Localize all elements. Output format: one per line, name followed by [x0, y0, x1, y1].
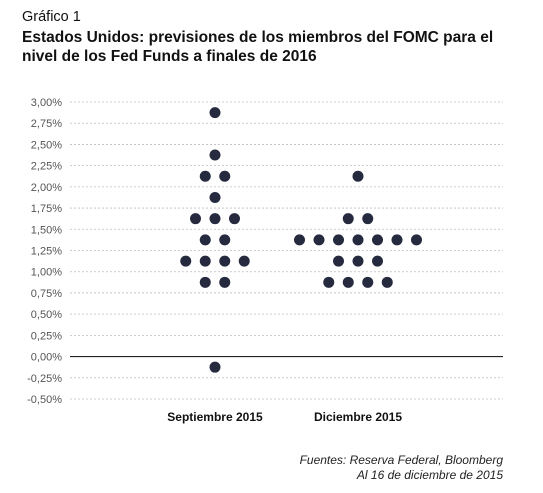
data-point: [352, 170, 364, 182]
y-tick-label: 2,50%: [31, 139, 62, 151]
x-category-label: Diciembre 2015: [314, 410, 402, 424]
y-tick-label: 0,75%: [31, 288, 62, 300]
data-point: [199, 276, 211, 288]
data-point: [342, 276, 354, 288]
data-point: [352, 255, 364, 267]
data-point: [199, 234, 211, 246]
y-tick-label: 1,50%: [31, 224, 62, 236]
data-point: [372, 255, 383, 267]
data-point: [209, 213, 221, 225]
y-tick-label: 1,75%: [31, 203, 62, 215]
data-point: [323, 276, 335, 288]
y-tick-label: 0,00%: [31, 352, 62, 364]
data-point: [209, 149, 221, 161]
y-tick-label: 0,50%: [31, 309, 62, 321]
data-point: [372, 234, 383, 246]
y-tick-label: 1,00%: [31, 267, 62, 279]
y-tick-label: 0,25%: [31, 330, 62, 342]
data-point: [352, 234, 364, 246]
y-tick-label: -0,25%: [27, 373, 62, 385]
data-point: [333, 255, 344, 267]
x-axis-category-labels: Septiembre 2015 Diciembre 2015: [167, 410, 402, 424]
data-point: [209, 107, 221, 119]
data-point: [199, 170, 211, 182]
data-point: [381, 276, 393, 288]
data-point: [229, 213, 240, 225]
data-point: [362, 213, 374, 225]
data-point: [219, 234, 231, 246]
date-line: Al 16 de diciembre de 2015: [356, 468, 503, 482]
y-axis-tick-labels: 3,00% 2,75% 2,50% 2,25% 2,00% 1,75% 1,50% 1,25%…: [27, 97, 62, 406]
data-point: [180, 255, 192, 267]
data-point: [313, 234, 325, 246]
grid-lines: [70, 101, 503, 400]
data-point: [333, 234, 344, 246]
y-tick-label: 1,25%: [31, 246, 62, 258]
data-point: [219, 276, 231, 288]
y-tick-label: 2,75%: [31, 118, 62, 130]
y-tick-label: -0,50%: [27, 394, 62, 406]
dots: [180, 107, 422, 373]
data-point: [209, 191, 221, 203]
data-point: [199, 255, 211, 267]
data-point: [411, 234, 422, 246]
data-point: [342, 213, 354, 225]
data-point: [362, 276, 374, 288]
figure-label: Gráfico 1: [22, 9, 81, 25]
data-point: [190, 213, 201, 225]
data-point: [238, 255, 250, 267]
data-point: [294, 234, 305, 246]
x-category-label: Septiembre 2015: [167, 410, 263, 424]
source-line: Fuentes: Reserva Federal, Bloomberg: [299, 453, 503, 467]
data-point: [219, 255, 231, 267]
y-tick-label: 3,00%: [31, 97, 62, 109]
y-tick-label: 2,00%: [31, 182, 62, 194]
data-point: [391, 234, 403, 246]
chart-title: Estados Unidos: previsiones de los miemb…: [22, 29, 494, 65]
data-point: [209, 361, 221, 373]
data-point: [219, 170, 231, 182]
y-tick-label: 2,25%: [31, 161, 62, 173]
